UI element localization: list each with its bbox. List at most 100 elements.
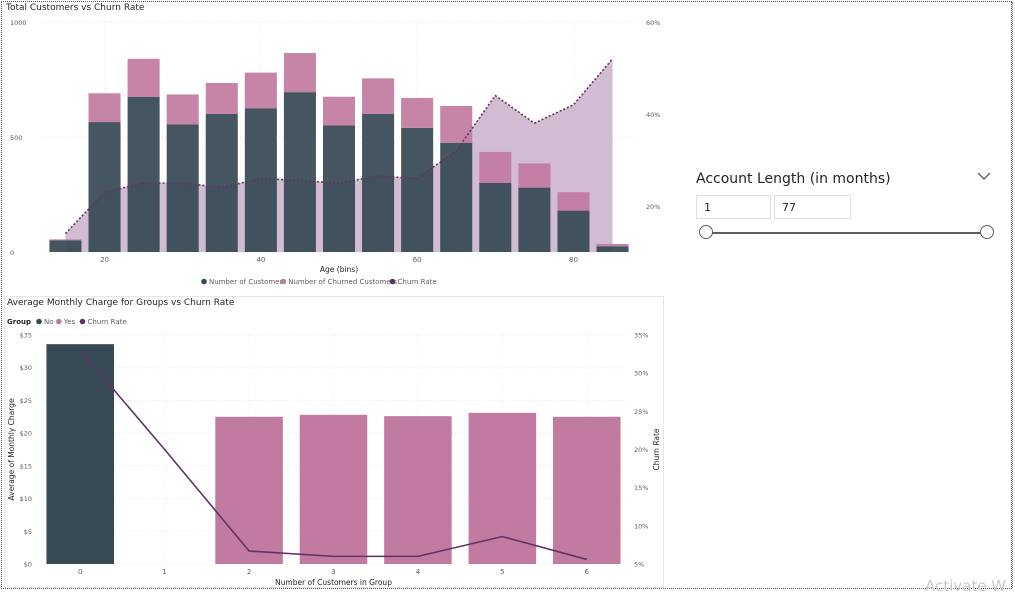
slider-track[interactable] (706, 232, 988, 234)
total-customers-title: Total Customers vs Churn Rate (6, 3, 145, 13)
churned-bar (362, 78, 395, 114)
slicer-max-input[interactable] (774, 195, 851, 219)
customers-bar (166, 124, 199, 252)
x-axis-title: Number of Customers in Group (275, 578, 392, 587)
churned-bar (518, 163, 551, 188)
account-length-slicer[interactable]: Account Length (in months) (690, 160, 1010, 260)
churn-rate-area (65, 58, 613, 252)
churned-bar (88, 93, 121, 123)
y-tick-label: $35 (20, 332, 32, 340)
canvas-edge (1012, 2, 1013, 588)
customers-bar (362, 114, 395, 252)
customers-bar (322, 125, 356, 252)
chevron-down-icon[interactable] (976, 168, 992, 184)
y2-tick-label: 30% (634, 370, 648, 378)
x-tick-label: 20 (100, 256, 109, 264)
x-tick-label: 2 (247, 568, 251, 576)
customers-bar (518, 187, 551, 252)
legend-marker (79, 318, 86, 325)
legend-marker (201, 278, 207, 285)
group-yes-bar (299, 414, 368, 564)
churned-bar (401, 97, 434, 128)
customers-bar (440, 142, 473, 252)
churned-bar (322, 96, 356, 126)
y2-tick-label: 20% (646, 203, 660, 211)
x-tick-label: 4 (416, 568, 421, 576)
legend-marker (36, 318, 42, 325)
total-customers-visual[interactable]: Total Customers vs Churn Rate 0 500 1000 20… (4, 2, 664, 294)
legend-marker (56, 318, 62, 325)
churned-bar (440, 105, 473, 143)
y2-tick-label: 10% (634, 522, 648, 530)
slicer-min-input[interactable] (696, 195, 771, 219)
y2-tick-label: 60% (646, 19, 660, 27)
customers-bar (401, 127, 434, 252)
activation-watermark: Activate W (925, 577, 1007, 595)
legend-label: No (44, 318, 54, 326)
y-tick-label: $5 (24, 528, 32, 536)
customers-bar (244, 108, 277, 252)
slicer-title: Account Length (in months) (696, 171, 891, 187)
churned-bar (205, 82, 238, 114)
y2-tick-label: 20% (634, 446, 648, 454)
customers-bar (283, 92, 316, 253)
y-tick-label: $0 (24, 561, 32, 569)
y2-tick-label: 25% (634, 408, 648, 416)
churned-bar (49, 239, 82, 241)
x-tick-label: 0 (78, 568, 82, 576)
y2-tick-label: 5% (634, 561, 644, 569)
avg-monthly-charge-title: Average Monthly Charge for Groups vs Chu… (7, 298, 235, 308)
x-tick-label: 5 (500, 568, 504, 576)
avg-monthly-charge-chart: $0 $5 $10 $15 $20 $25 $30 $35 5% 10% 15% 20% 25% 30% 3… (7, 318, 661, 587)
group-yes-bar (468, 412, 537, 564)
churned-bar (479, 151, 512, 183)
legend-marker (389, 278, 396, 285)
y-tick-label: $25 (20, 397, 32, 405)
group-no-bar (46, 344, 114, 564)
customers-bar (49, 240, 82, 252)
group-yes-bar (215, 416, 283, 564)
y-tick-label: 500 (10, 134, 22, 142)
slider-min-handle[interactable] (699, 225, 713, 239)
legend-label: Number of Customers (209, 278, 286, 286)
group-yes-bar (384, 416, 452, 564)
y2-tick-label: 40% (646, 111, 660, 119)
y2-tick-label: 35% (634, 332, 648, 340)
x-tick-label: 6 (585, 568, 590, 576)
y-tick-label: $30 (20, 364, 32, 372)
legend-label: Churn Rate (398, 278, 437, 286)
y2-tick-label: 15% (634, 484, 648, 492)
y-tick-label: $10 (20, 495, 32, 503)
x-tick-label: 80 (569, 256, 578, 264)
churned-bar (166, 94, 199, 125)
y-axis-title: Average of Monthly Charge (7, 398, 16, 501)
churn-rate-line (64, 58, 614, 235)
x-tick-label: 3 (331, 568, 335, 576)
customers-bar (557, 210, 590, 252)
churned-bar (127, 58, 160, 97)
x-tick-label: 40 (256, 256, 265, 264)
y-tick-label: 0 (10, 249, 14, 257)
y-tick-label: $15 (20, 462, 32, 470)
legend-title: Group (7, 318, 31, 326)
y-tick-label: 1000 (10, 19, 27, 27)
churned-bar (283, 53, 316, 93)
customers-bar (205, 114, 238, 252)
customers-bar (88, 122, 121, 252)
customers-bar (596, 246, 629, 252)
legend-marker (280, 278, 287, 285)
avg-monthly-charge-visual[interactable]: Average Monthly Charge for Groups vs Chu… (4, 296, 664, 588)
y-tick-label: $20 (20, 430, 32, 438)
legend-label: Churn Rate (88, 318, 127, 326)
churned-bar (596, 243, 629, 247)
x-tick-label: 60 (413, 256, 422, 264)
slider-max-handle[interactable] (980, 225, 994, 239)
total-customers-chart: 0 500 1000 20% 40% 60% 20 40 60 80 Age (bins) Numbe… (10, 19, 660, 286)
churned-bar (244, 72, 277, 109)
churned-bar (557, 192, 590, 211)
legend-label: Number of Churned Customers (288, 278, 397, 286)
x-axis-title: Age (bins) (320, 265, 358, 274)
churn-rate-line (79, 349, 587, 561)
customers-bar (127, 96, 160, 252)
